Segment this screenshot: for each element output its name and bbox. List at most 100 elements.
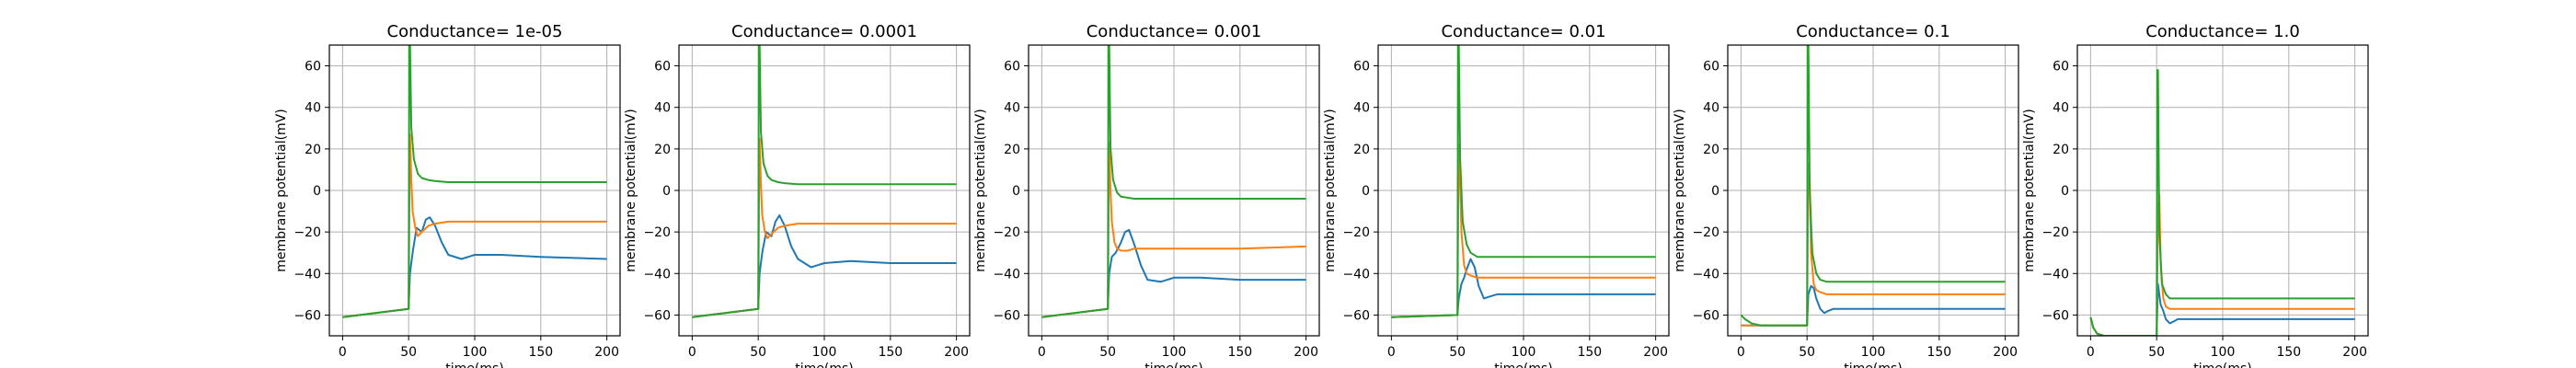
series-line-2 bbox=[1041, 142, 1306, 318]
y-tick-label: 60 bbox=[2053, 60, 2069, 75]
y-tick-label: 20 bbox=[1353, 143, 1370, 157]
x-tick-label: 100 bbox=[1512, 345, 1536, 360]
x-tick-label: 150 bbox=[1926, 345, 1951, 360]
series-line-1 bbox=[342, 216, 607, 318]
y-tick-label: −40 bbox=[1342, 267, 1370, 282]
chart-title: Conductance= 0.1 bbox=[1796, 22, 1950, 41]
y-tick-label: 40 bbox=[1004, 101, 1020, 116]
x-tick-label: 200 bbox=[2342, 345, 2367, 360]
y-tick-label: −60 bbox=[1692, 308, 1719, 323]
x-tick-label: 100 bbox=[463, 345, 488, 360]
chart-panel-5: 0 50 100 150 200 −60 −40 −20 0 20 40 60 Conductance=… bbox=[1673, 22, 2019, 368]
series-line-1 bbox=[692, 214, 957, 318]
series-group bbox=[1391, 45, 1656, 318]
y-tick-label: −40 bbox=[1692, 267, 1719, 282]
x-tick-label: 50 bbox=[400, 345, 417, 360]
x-tick-label: 200 bbox=[944, 345, 969, 360]
y-tick-label: 60 bbox=[305, 60, 321, 75]
y-tick-label: −20 bbox=[1342, 225, 1370, 240]
chart-title: Conductance= 0.001 bbox=[1087, 22, 1262, 41]
y-tick-label: −60 bbox=[1342, 308, 1370, 323]
x-tick-label: 200 bbox=[1993, 345, 2018, 360]
x-tick-label: 100 bbox=[1162, 345, 1187, 360]
series-line-3 bbox=[2089, 69, 2355, 336]
x-tick-label: 50 bbox=[1099, 345, 1116, 360]
y-axis-label: membrane potential(mV) bbox=[274, 109, 289, 271]
x-tick-label: 0 bbox=[1038, 345, 1046, 360]
x-tick-label: 200 bbox=[594, 345, 619, 360]
y-tick-label: −60 bbox=[2041, 308, 2069, 323]
x-tick-label: 150 bbox=[1227, 345, 1252, 360]
series-line-2 bbox=[342, 133, 607, 318]
y-tick-label: 20 bbox=[654, 143, 671, 157]
x-axis-label: time(ms) bbox=[2193, 362, 2252, 368]
x-tick-label: 200 bbox=[1643, 345, 1668, 360]
series-group bbox=[2089, 69, 2355, 336]
y-tick-label: 60 bbox=[1703, 60, 1719, 75]
chart-title: Conductance= 0.01 bbox=[1441, 22, 1605, 41]
x-tick-label: 150 bbox=[1577, 345, 1602, 360]
series-group bbox=[1740, 45, 2006, 327]
chart-panel-3: 0 50 100 150 200 −60 −40 −20 0 20 40 60 Conductance=… bbox=[973, 22, 1320, 368]
series-line-2 bbox=[1741, 162, 2006, 327]
series-group bbox=[1041, 45, 1306, 318]
series-line-3 bbox=[342, 45, 607, 318]
y-tick-label: 20 bbox=[1004, 143, 1020, 157]
y-tick-label: −20 bbox=[2041, 225, 2069, 240]
series-line-1 bbox=[1041, 228, 1306, 318]
chart-panel-4: 0 50 100 150 200 −60 −40 −20 0 20 40 60 Conductance=… bbox=[1323, 22, 1670, 368]
series-line-3 bbox=[1041, 45, 1306, 318]
y-tick-label: 60 bbox=[654, 60, 671, 75]
x-tick-label: 150 bbox=[878, 345, 903, 360]
y-tick-label: −40 bbox=[2041, 267, 2069, 282]
series-group bbox=[692, 45, 957, 318]
y-tick-label: 40 bbox=[1703, 101, 1719, 116]
series-line-1 bbox=[1741, 284, 2006, 327]
y-tick-label: −40 bbox=[293, 267, 321, 282]
series-line-3 bbox=[1391, 45, 1656, 318]
x-tick-label: 0 bbox=[1737, 345, 1745, 360]
y-tick-label: −40 bbox=[993, 267, 1020, 282]
y-tick-label: 0 bbox=[1362, 184, 1370, 199]
y-tick-label: 0 bbox=[2061, 184, 2069, 199]
series-line-2 bbox=[692, 137, 957, 318]
x-tick-label: 100 bbox=[812, 345, 837, 360]
y-tick-label: 40 bbox=[1353, 101, 1370, 116]
y-tick-label: 60 bbox=[1004, 60, 1020, 75]
x-tick-label: 0 bbox=[339, 345, 347, 360]
y-axis-label: membrane potential(mV) bbox=[624, 109, 638, 271]
y-tick-label: 60 bbox=[1353, 60, 1370, 75]
x-tick-label: 50 bbox=[2148, 345, 2165, 360]
y-tick-label: 0 bbox=[662, 184, 671, 199]
x-tick-label: 200 bbox=[1294, 345, 1318, 360]
y-tick-label: −20 bbox=[643, 225, 671, 240]
y-axis-label: membrane potential(mV) bbox=[1323, 109, 1338, 271]
y-axis-label: membrane potential(mV) bbox=[973, 109, 988, 271]
y-tick-label: 20 bbox=[2053, 143, 2069, 157]
chart-title: Conductance= 0.0001 bbox=[731, 22, 917, 41]
y-tick-label: 0 bbox=[1012, 184, 1020, 199]
y-tick-label: −20 bbox=[993, 225, 1020, 240]
y-axis-label: membrane potential(mV) bbox=[1673, 109, 1687, 271]
series-line-3 bbox=[692, 45, 957, 318]
y-tick-label: 40 bbox=[2053, 101, 2069, 116]
y-tick-label: −40 bbox=[643, 267, 671, 282]
x-axis-label: time(ms) bbox=[1844, 362, 1903, 368]
x-axis-label: time(ms) bbox=[445, 362, 504, 368]
x-tick-label: 0 bbox=[2087, 345, 2095, 360]
chart-panel-6: 0 50 100 150 200 −60 −40 −20 0 20 40 60 Conductance=… bbox=[2022, 22, 2369, 368]
chart-panel-2: 0 50 100 150 200 −60 −40 −20 0 20 40 60 Conductance=… bbox=[624, 22, 971, 368]
x-axis-label: time(ms) bbox=[795, 362, 854, 368]
y-tick-label: 0 bbox=[1711, 184, 1719, 199]
chart-panel-1: 0 50 100 150 200 −60 −40 −20 0 20 40 60 Conductance=… bbox=[274, 22, 621, 368]
x-tick-label: 100 bbox=[1861, 345, 1886, 360]
y-tick-label: −60 bbox=[643, 308, 671, 323]
y-tick-label: 40 bbox=[654, 101, 671, 116]
x-tick-label: 0 bbox=[1387, 345, 1396, 360]
x-tick-label: 150 bbox=[2276, 345, 2301, 360]
x-tick-label: 100 bbox=[2211, 345, 2236, 360]
y-tick-label: −60 bbox=[293, 308, 321, 323]
y-tick-label: −20 bbox=[1692, 225, 1719, 240]
x-tick-label: 50 bbox=[1799, 345, 1815, 360]
